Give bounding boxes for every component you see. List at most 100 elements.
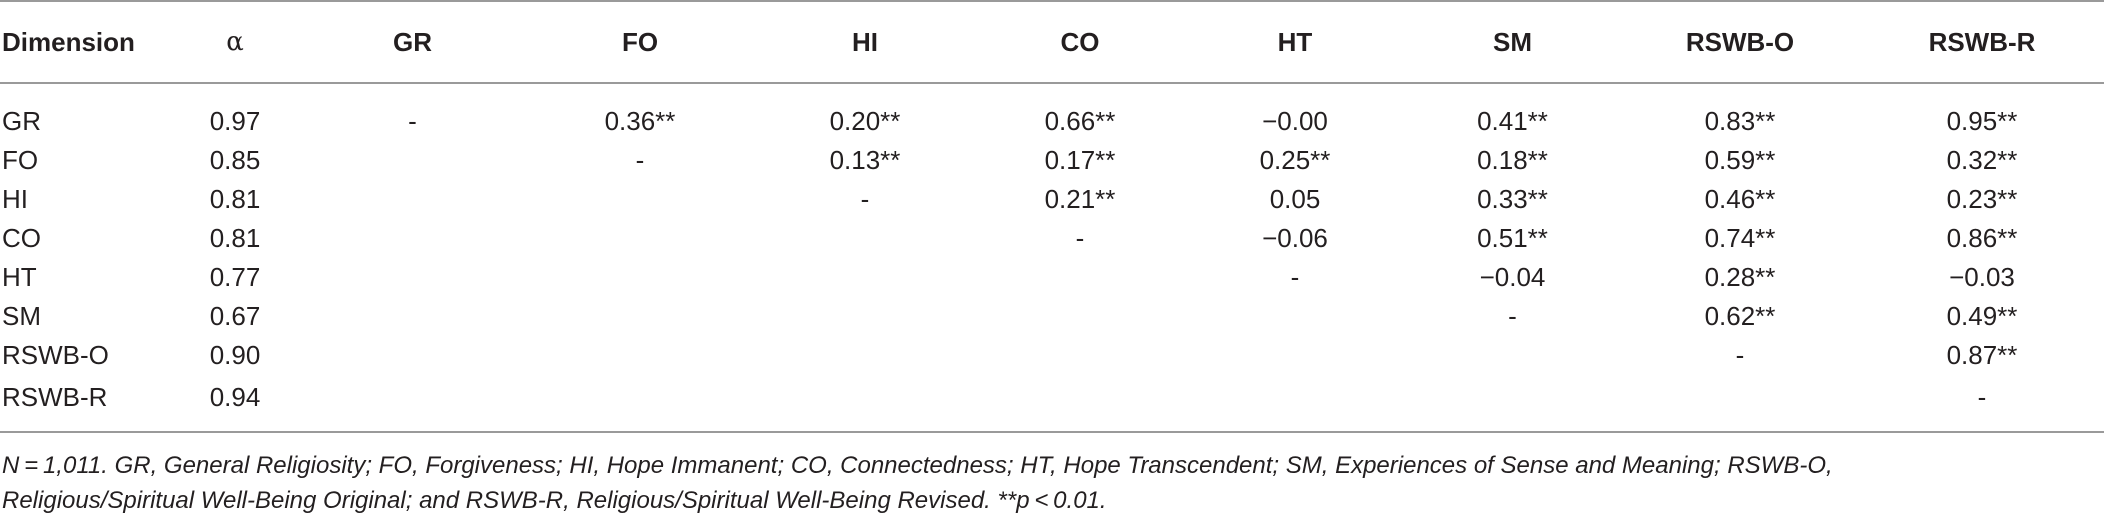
table-body: GR 0.97 - 0.36** 0.20** 0.66** −0.00 0.41** 0.83… xyxy=(0,83,2104,433)
table-cell: 0.62** xyxy=(1704,301,1776,331)
header-row: Dimension α GR FO HI CO HT SM RSWB-O RSWB-R xyxy=(0,0,2104,84)
table-cell: 0.81 xyxy=(209,184,261,214)
table-cell: 0.59** xyxy=(1704,145,1776,175)
table-row: HT 0.77 - −0.04 0.28** −0.03 xyxy=(0,258,2104,297)
table-cell: 0.66** xyxy=(1044,106,1116,136)
table-cell xyxy=(1620,375,1860,433)
table-cell xyxy=(525,258,755,297)
table-cell: 0.81 xyxy=(209,223,261,253)
table-cell: 0.46** xyxy=(1704,184,1776,214)
column-header: FO xyxy=(525,0,755,84)
table-cell: - xyxy=(1075,223,1085,253)
table-cell: - xyxy=(408,106,417,136)
footnote-line-2: Religious/Spiritual Well-Being Original;… xyxy=(2,487,1107,514)
table-cell xyxy=(300,336,525,375)
table-cell xyxy=(975,297,1185,336)
column-header: HI xyxy=(755,0,975,84)
table-cell: 0.25** xyxy=(1259,145,1331,175)
column-header: Dimension xyxy=(0,0,170,84)
column-header: α xyxy=(170,0,300,84)
row-label: CO xyxy=(2,223,41,253)
table-cell xyxy=(525,375,755,433)
table-cell: - xyxy=(1290,262,1300,292)
table-cell: 0.85 xyxy=(209,145,261,175)
table-cell xyxy=(755,375,975,433)
column-header: RSWB-O xyxy=(1620,0,1860,84)
correlation-table: Dimension α GR FO HI CO HT SM RSWB-O RSWB-R GR 0.9… xyxy=(0,0,2104,433)
table-cell: −0.00 xyxy=(1262,106,1328,136)
table-cell: 0.05 xyxy=(1269,184,1321,214)
table-cell: 0.28** xyxy=(1704,262,1776,292)
row-label: SM xyxy=(2,301,41,331)
table-cell: 0.67 xyxy=(209,301,261,331)
table-cell xyxy=(755,336,975,375)
table-cell: 0.90 xyxy=(209,340,261,370)
table-cell: 0.13** xyxy=(829,145,901,175)
table-cell xyxy=(525,336,755,375)
table-row: CO 0.81 - −0.06 0.51** 0.74** 0.86** xyxy=(0,219,2104,258)
table-row: FO 0.85 - 0.13** 0.17** 0.25** 0.18** 0.59** 0.3… xyxy=(0,141,2104,180)
table-cell: −0.04 xyxy=(1479,262,1546,292)
table-cell: −0.03 xyxy=(1949,262,2015,292)
table-cell: - xyxy=(860,184,870,214)
table-cell xyxy=(300,297,525,336)
column-header: CO xyxy=(975,0,1185,84)
table-cell: 0.86** xyxy=(1946,223,2018,253)
table-cell: 0.77 xyxy=(209,262,261,292)
table-cell: 0.18** xyxy=(1477,145,1548,175)
row-label: GR xyxy=(2,106,41,136)
table-cell xyxy=(1185,336,1405,375)
table-cell xyxy=(525,219,755,258)
table-cell xyxy=(300,258,525,297)
row-label: HT xyxy=(2,262,37,292)
row-label: RSWB-O xyxy=(2,340,109,370)
table-row: SM 0.67 - 0.62** 0.49** xyxy=(0,297,2104,336)
table-cell: 0.17** xyxy=(1044,145,1116,175)
table-row: GR 0.97 - 0.36** 0.20** 0.66** −0.00 0.41** 0.83… xyxy=(0,83,2104,141)
table-cell xyxy=(755,258,975,297)
table-cell: 0.95** xyxy=(1946,106,2018,136)
column-header: RSWB-R xyxy=(1860,0,2104,84)
table-cell: 0.94 xyxy=(170,375,300,433)
table-cell xyxy=(1405,375,1620,433)
table-cell: −0.06 xyxy=(1262,223,1328,253)
table-cell xyxy=(975,258,1185,297)
table-cell xyxy=(975,336,1185,375)
table-cell: - xyxy=(1735,340,1745,370)
table-header: Dimension α GR FO HI CO HT SM RSWB-O RSWB-R xyxy=(0,0,2104,84)
table-cell: - xyxy=(1860,375,2104,433)
table-cell: 0.74** xyxy=(1704,223,1776,253)
table-cell: 0.49** xyxy=(1946,301,2018,331)
table-cell: 0.36** xyxy=(604,106,676,136)
table-cell xyxy=(1185,297,1405,336)
table-cell xyxy=(300,180,525,219)
table-cell xyxy=(300,141,525,180)
table-cell xyxy=(1185,375,1405,433)
row-label: HI xyxy=(2,184,28,214)
row-label: FO xyxy=(2,145,39,175)
table-row: RSWB-R 0.94 - xyxy=(0,375,2104,433)
table-cell: - xyxy=(635,145,645,175)
row-label: RSWB-R xyxy=(0,375,170,433)
table-cell: 0.87** xyxy=(1946,340,2018,370)
table-cell xyxy=(300,219,525,258)
table-cell: 0.23** xyxy=(1946,184,2018,214)
table-cell xyxy=(755,297,975,336)
table-cell: 0.41** xyxy=(1477,106,1548,136)
table-cell: 0.20** xyxy=(829,106,901,136)
table-cell xyxy=(525,180,755,219)
table-cell: 0.32** xyxy=(1946,145,2018,175)
table-cell xyxy=(525,297,755,336)
table-cell xyxy=(1405,336,1620,375)
table-cell: 0.33** xyxy=(1477,184,1548,214)
column-header: HT xyxy=(1185,0,1405,84)
footnote-line-1: N = 1,011. GR, General Religiosity; FO, … xyxy=(2,452,1833,479)
table-cell xyxy=(975,375,1185,433)
table-cell: 0.51** xyxy=(1477,223,1548,253)
table-cell xyxy=(755,219,975,258)
table-footnote: N = 1,011. GR, General Religiosity; FO, … xyxy=(2,448,2092,518)
table-cell: 0.21** xyxy=(1044,184,1116,214)
table-cell: 0.97 xyxy=(209,106,261,136)
table-cell: 0.83** xyxy=(1704,106,1776,136)
